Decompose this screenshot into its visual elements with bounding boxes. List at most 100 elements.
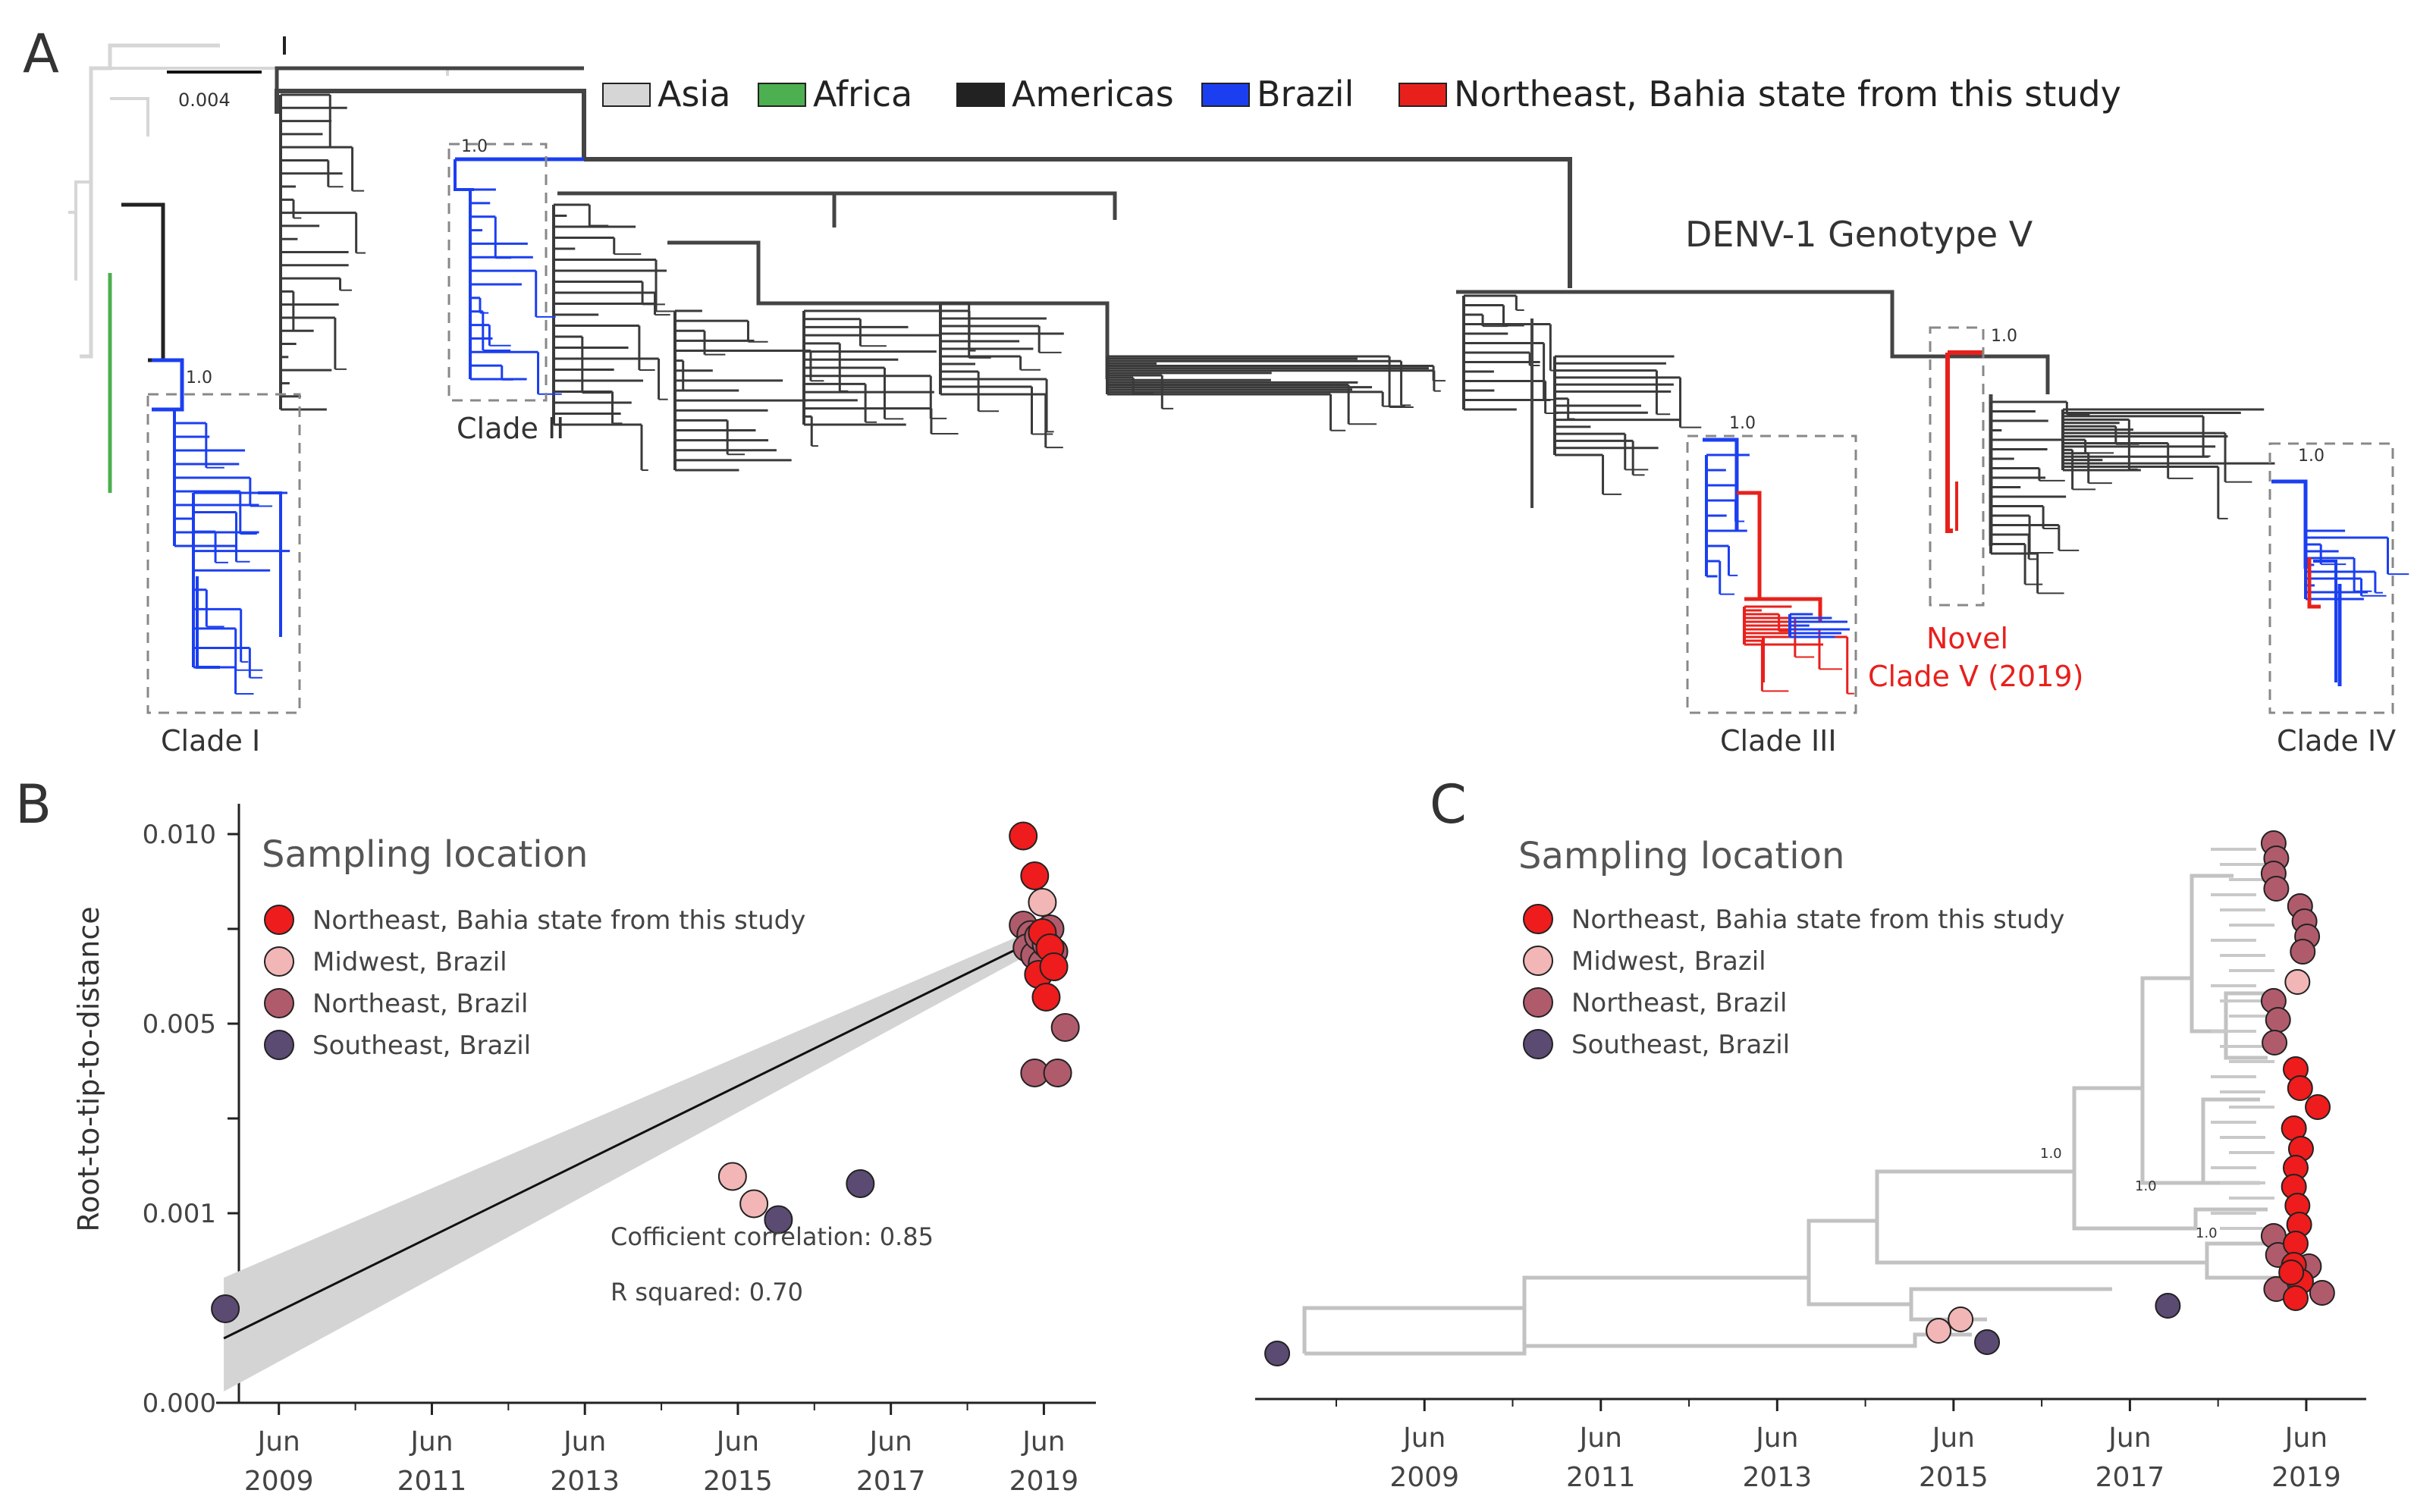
tree-tips (1264, 830, 2335, 1366)
tree-branch (557, 191, 1117, 220)
clade-ii-label: Clade II (457, 412, 564, 445)
tree-tip (1264, 1341, 1291, 1366)
x-tick-year: 2013 (1743, 1462, 1813, 1493)
tree-tip (2290, 939, 2316, 965)
tree-branch (2307, 557, 2321, 609)
tree-branch (275, 66, 584, 91)
data-point (211, 1294, 240, 1323)
support-value: 1.0 (1991, 327, 2017, 346)
legend-label: Northeast, Bahia state from this study (1454, 74, 2121, 114)
panel-b-regression: Root-to-tip-to-distance 0.0000.0010.0050… (72, 804, 1096, 1497)
tree-tip (1974, 1329, 2001, 1355)
legend-label: Northeast, Bahia state from this study (1571, 905, 2064, 935)
tree-branch (80, 43, 220, 359)
tree-branch (1737, 491, 1762, 599)
tree-tip (1948, 1307, 1974, 1332)
y-tick-label: 0.000 (143, 1388, 216, 1419)
regression-line (223, 943, 1028, 1340)
legend-marker (1523, 1029, 1553, 1059)
data-point (1020, 861, 1050, 890)
tree-branch (152, 358, 184, 412)
tree-branch (1945, 353, 1953, 533)
x-tick-month: Jun (1021, 1426, 1065, 1457)
node-support: 1.0 (2135, 1178, 2157, 1194)
x-tick-month: Jun (409, 1426, 453, 1457)
tree-branch (2313, 560, 2337, 682)
tree-branch (1304, 1332, 1972, 1356)
legend-marker (264, 905, 294, 935)
tree-branch (121, 202, 165, 362)
tree-branch (1744, 597, 1822, 622)
x-tick-year: 2009 (1389, 1462, 1459, 1493)
legend-marker (1523, 946, 1553, 976)
correlation-stat: Cofficient correlation: 0.85 (611, 1222, 934, 1251)
data-point (1050, 1013, 1080, 1042)
data-point (846, 1169, 875, 1198)
y-axis-ticks: 0.000 0.001 0.005 0.010 (143, 820, 239, 1419)
panel-label-c: C (1430, 773, 1467, 836)
clade-i-box (146, 393, 301, 714)
support-value: 1.0 (186, 369, 212, 387)
x-tick-month: Jun (715, 1426, 759, 1457)
support-value: 1.0 (2298, 447, 2325, 466)
legend-marker (264, 988, 294, 1018)
data-point (739, 1189, 769, 1219)
tree-branch (584, 157, 1572, 288)
clade-boxes (146, 143, 2394, 714)
panel-c-time-tree: Jun 2009 Jun 2011 Jun 2013 Jun 2015 Jun 2017 Jun 20… (1255, 830, 2366, 1493)
x-tick-year: 2017 (2095, 1462, 2165, 1493)
legend-title-b: Sampling location (262, 833, 588, 876)
data-point (1043, 1059, 1072, 1087)
data-point (1039, 952, 1069, 981)
tree-tip (2282, 1285, 2309, 1311)
x-tick-year: 2015 (703, 1466, 773, 1497)
legend-label: Southeast, Brazil (1571, 1030, 1790, 1060)
legend-swatch (1201, 83, 1250, 107)
tree-branch (2271, 479, 2308, 569)
tree-tip (2263, 876, 2290, 902)
panel-label-b: B (15, 773, 52, 836)
legend-c: Northeast, Bahia state from this study Mi… (1523, 904, 2064, 1060)
data-point (1028, 888, 1057, 917)
clade-iii-box (1686, 434, 1857, 714)
tree-branch (2224, 1031, 2268, 1060)
tree-tip (2287, 1075, 2313, 1101)
data-point (1031, 983, 1061, 1012)
data-point (1009, 821, 1038, 851)
x-tick-year: 2011 (397, 1466, 467, 1497)
y-tick-label: 0.005 (143, 1009, 216, 1040)
legend-label: Northeast, Brazil (1571, 988, 1787, 1018)
tree-branch (275, 89, 586, 159)
legend-title-c: Sampling location (1518, 835, 1844, 877)
x-tick-year: 2011 (1566, 1462, 1636, 1493)
y-tick-label: 0.001 (143, 1199, 216, 1229)
legend-swatch (758, 83, 806, 107)
clade-v-box (1929, 326, 1985, 607)
confidence-band (224, 933, 1028, 1391)
panel-a-legend: Asia Africa Americas Brazil Northeast, Bahia… (602, 74, 2121, 114)
x-tick-year: 2019 (2271, 1462, 2341, 1493)
tree-branch (196, 576, 220, 669)
legend-label: Midwest, Brazil (312, 947, 507, 977)
legend-marker (1523, 904, 1553, 934)
node-support: 1.0 (2196, 1225, 2218, 1241)
legend-label: Midwest, Brazil (1571, 946, 1766, 977)
support-value: 1.0 (461, 137, 488, 156)
x-tick-month: Jun (562, 1426, 606, 1457)
x-tick-year: 2013 (550, 1466, 620, 1497)
tree-tip (2262, 1030, 2288, 1056)
tree-branch (1456, 290, 2050, 394)
y-axis-label: Root-to-tip-to-distance (72, 906, 105, 1231)
legend-label: Brazil (1257, 74, 1354, 114)
tree-tip (2305, 1094, 2331, 1120)
legend-marker (1523, 987, 1553, 1018)
tree-branch (2072, 1172, 2268, 1231)
legend-swatch (602, 83, 651, 107)
x-tick-month: Jun (1754, 1423, 1798, 1454)
panel-a-tree-branches (68, 36, 2409, 695)
tree-branch (258, 491, 282, 637)
clade-ii-box (447, 143, 548, 402)
legend-b: Northeast, Bahia state from this study Mi… (264, 905, 805, 1061)
clade-iv-box (2268, 442, 2394, 714)
